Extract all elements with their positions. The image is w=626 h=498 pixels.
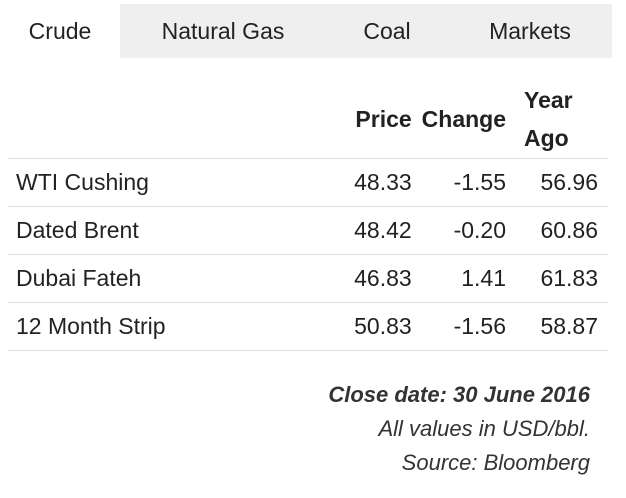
price-table: Price Change Year Ago WTI Cushing 48.33 … — [8, 80, 608, 351]
row-name: Dubai Fateh — [8, 254, 330, 303]
row-name: 12 Month Strip — [8, 302, 330, 351]
close-date: Close date: 30 June 2016 — [328, 382, 590, 407]
year-ago-header-line1: Year — [524, 87, 573, 113]
change-column-header: Change — [421, 80, 517, 159]
tab-coal[interactable]: Coal — [326, 4, 448, 58]
units-note: All values in USD/bbl. — [378, 416, 590, 441]
row-price: 50.83 — [329, 302, 422, 351]
year-ago-header-line2: Ago — [524, 125, 569, 151]
source-note: Source: Bloomberg — [401, 450, 590, 475]
year-ago-column-header: Year Ago — [516, 80, 608, 159]
table-row: 12 Month Strip 50.83 -1.56 58.87 — [8, 302, 608, 351]
tab-natural-gas[interactable]: Natural Gas — [120, 4, 326, 58]
table-footer: Close date: 30 June 2016 All values in U… — [328, 378, 590, 480]
row-year-ago: 56.96 — [516, 158, 608, 207]
row-change: -0.20 — [421, 206, 517, 255]
row-name: WTI Cushing — [8, 158, 330, 207]
table-header-row: Price Change Year Ago — [8, 80, 608, 159]
row-year-ago: 60.86 — [516, 206, 608, 255]
row-change: -1.56 — [421, 302, 517, 351]
row-price: 46.83 — [329, 254, 422, 303]
name-column-header — [8, 80, 330, 159]
table-row: WTI Cushing 48.33 -1.55 56.96 — [8, 158, 608, 207]
row-year-ago: 58.87 — [516, 302, 608, 351]
table-row: Dubai Fateh 46.83 1.41 61.83 — [8, 254, 608, 303]
tab-crude[interactable]: Crude — [0, 4, 120, 58]
table-row: Dated Brent 48.42 -0.20 60.86 — [8, 206, 608, 255]
row-change: -1.55 — [421, 158, 517, 207]
row-year-ago: 61.83 — [516, 254, 608, 303]
price-column-header: Price — [329, 80, 422, 159]
commodity-tabs: Crude Natural Gas Coal Markets — [0, 4, 612, 58]
tab-markets[interactable]: Markets — [448, 4, 612, 58]
row-name: Dated Brent — [8, 206, 330, 255]
row-change: 1.41 — [421, 254, 517, 303]
row-price: 48.33 — [329, 158, 422, 207]
row-price: 48.42 — [329, 206, 422, 255]
